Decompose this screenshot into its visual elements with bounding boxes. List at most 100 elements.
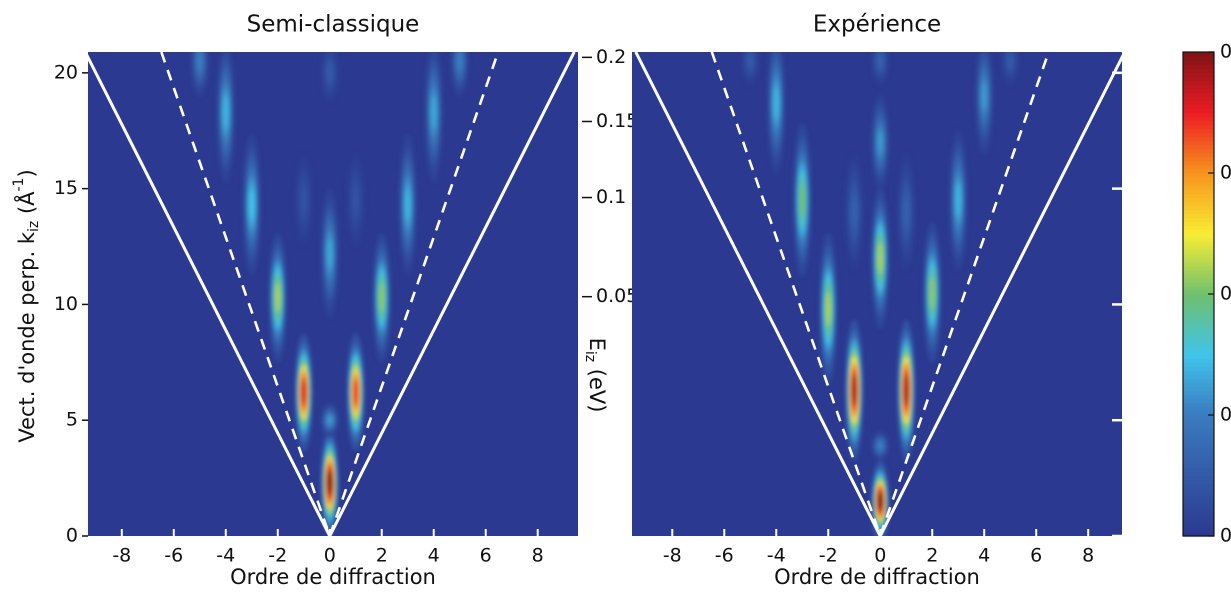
spot-contour bbox=[327, 238, 333, 269]
colorbar-swatch bbox=[1183, 487, 1214, 493]
colorbar-swatch bbox=[1183, 233, 1214, 239]
colorbar-swatch bbox=[1183, 241, 1214, 247]
x-tick-label: 0 bbox=[324, 545, 336, 567]
colorbar-swatch bbox=[1183, 273, 1214, 279]
colorbar-swatch bbox=[1183, 431, 1214, 436]
colorbar-swatch bbox=[1183, 80, 1214, 85]
spot-contour bbox=[431, 96, 437, 129]
colorbar-swatch bbox=[1183, 156, 1214, 162]
colorbar-swatch bbox=[1183, 189, 1214, 194]
spot bbox=[949, 129, 968, 271]
x-tick-label: -8 bbox=[663, 545, 682, 567]
spot-contour bbox=[405, 188, 411, 221]
spot bbox=[793, 123, 812, 277]
axis-label: Vect. d'onde perp. kiz (Å-1) bbox=[11, 169, 42, 442]
colorbar-swatch bbox=[1183, 237, 1214, 243]
axis-label-part: iz bbox=[582, 351, 598, 362]
colorbar-swatch bbox=[1183, 100, 1214, 106]
colorbar-swatch bbox=[1183, 338, 1214, 343]
axis-label-part: (eV) bbox=[585, 362, 609, 412]
colorbar-swatch bbox=[1183, 193, 1214, 198]
colorbar-swatch bbox=[1183, 104, 1214, 110]
x-tick-label: 6 bbox=[1030, 545, 1042, 567]
colorbar-swatch bbox=[1183, 499, 1214, 505]
y-tick-label: 5 bbox=[66, 409, 78, 431]
colorbar-swatch bbox=[1183, 289, 1214, 295]
colorbar-swatch bbox=[1183, 269, 1214, 275]
axis-label-part: (Å bbox=[13, 191, 39, 221]
colorbar-swatch bbox=[1183, 354, 1214, 360]
y2-tick-label: 0.05 bbox=[596, 285, 638, 307]
colorbar-swatch bbox=[1183, 515, 1214, 521]
colorbar-swatch bbox=[1183, 531, 1214, 537]
y-tick-label: 10 bbox=[54, 293, 78, 315]
colorbar-swatch bbox=[1183, 491, 1214, 497]
colorbar-swatch bbox=[1183, 483, 1214, 489]
colorbar-swatch bbox=[1183, 471, 1214, 477]
x-tick-label: -4 bbox=[216, 545, 235, 567]
colorbar-swatch bbox=[1183, 76, 1214, 81]
colorbar-swatch bbox=[1183, 314, 1214, 319]
spot bbox=[216, 52, 235, 183]
colorbar-swatch bbox=[1183, 382, 1214, 388]
spot-contour bbox=[301, 189, 307, 212]
colorbar-swatch bbox=[1183, 374, 1214, 380]
colorbar-swatch bbox=[1183, 507, 1214, 513]
colorbar-swatch bbox=[1183, 358, 1214, 364]
colorbar-swatch bbox=[1183, 84, 1214, 89]
colorbar-swatch bbox=[1183, 213, 1214, 218]
x-tick-label: -2 bbox=[268, 545, 287, 567]
chart-title: Semi-classique bbox=[247, 12, 420, 38]
colorbar-swatch bbox=[1183, 217, 1214, 222]
axis-label-part: ) bbox=[15, 169, 39, 177]
colorbar-swatch bbox=[1183, 394, 1214, 400]
spot bbox=[320, 403, 339, 438]
colorbar-swatch bbox=[1183, 112, 1214, 118]
spot bbox=[372, 232, 391, 363]
spot-contour bbox=[851, 198, 857, 226]
colorbar-swatch bbox=[1183, 152, 1214, 158]
x-tick-label: 8 bbox=[1082, 545, 1094, 567]
colorbar-swatch bbox=[1183, 435, 1214, 440]
colorbar-swatch bbox=[1183, 443, 1214, 448]
colorbar-swatch bbox=[1183, 467, 1214, 473]
spot bbox=[320, 188, 339, 319]
colorbar-swatch bbox=[1183, 479, 1214, 485]
colorbar-swatch bbox=[1183, 249, 1214, 255]
colorbar-swatch bbox=[1183, 164, 1214, 170]
heatmap bbox=[88, 52, 576, 536]
colorbar-swatch bbox=[1183, 463, 1214, 469]
colorbar-swatch bbox=[1183, 64, 1214, 69]
colorbar-swatch bbox=[1183, 366, 1214, 372]
spot-contour bbox=[1007, 55, 1013, 68]
x-tick-label: -6 bbox=[715, 545, 734, 567]
y2-tick-label: 0.1 bbox=[596, 186, 626, 208]
colorbar-swatch bbox=[1183, 362, 1214, 368]
colorbar-swatch bbox=[1183, 181, 1214, 186]
spot-contour bbox=[301, 379, 307, 406]
colorbar-swatch bbox=[1183, 281, 1214, 287]
colorbar-swatch bbox=[1183, 201, 1214, 206]
spot-contour bbox=[877, 441, 883, 450]
colorbar-swatch bbox=[1183, 294, 1214, 299]
colorbar-swatch bbox=[1183, 455, 1214, 460]
colorbar-swatch bbox=[1183, 60, 1214, 65]
spot bbox=[767, 52, 786, 174]
colorbar-swatch bbox=[1183, 168, 1214, 174]
colorbar-swatch bbox=[1183, 527, 1214, 533]
colorbar-swatch bbox=[1183, 318, 1214, 323]
spot-contour bbox=[249, 188, 255, 221]
colorbar-swatch bbox=[1183, 306, 1214, 311]
colorbar-swatch bbox=[1183, 427, 1214, 432]
spot-contour bbox=[929, 276, 935, 309]
colorbar-swatch bbox=[1183, 406, 1214, 412]
colorbar-swatch bbox=[1183, 261, 1214, 267]
colorbar-swatch bbox=[1183, 173, 1214, 178]
x-tick-label: 8 bbox=[532, 545, 544, 567]
colorbar-swatch bbox=[1183, 265, 1214, 271]
colorbar-swatch bbox=[1183, 439, 1214, 444]
colorbar-swatch bbox=[1183, 253, 1214, 259]
y2-tick-label: 0.15 bbox=[596, 110, 638, 132]
colorbar-swatch bbox=[1183, 88, 1214, 93]
